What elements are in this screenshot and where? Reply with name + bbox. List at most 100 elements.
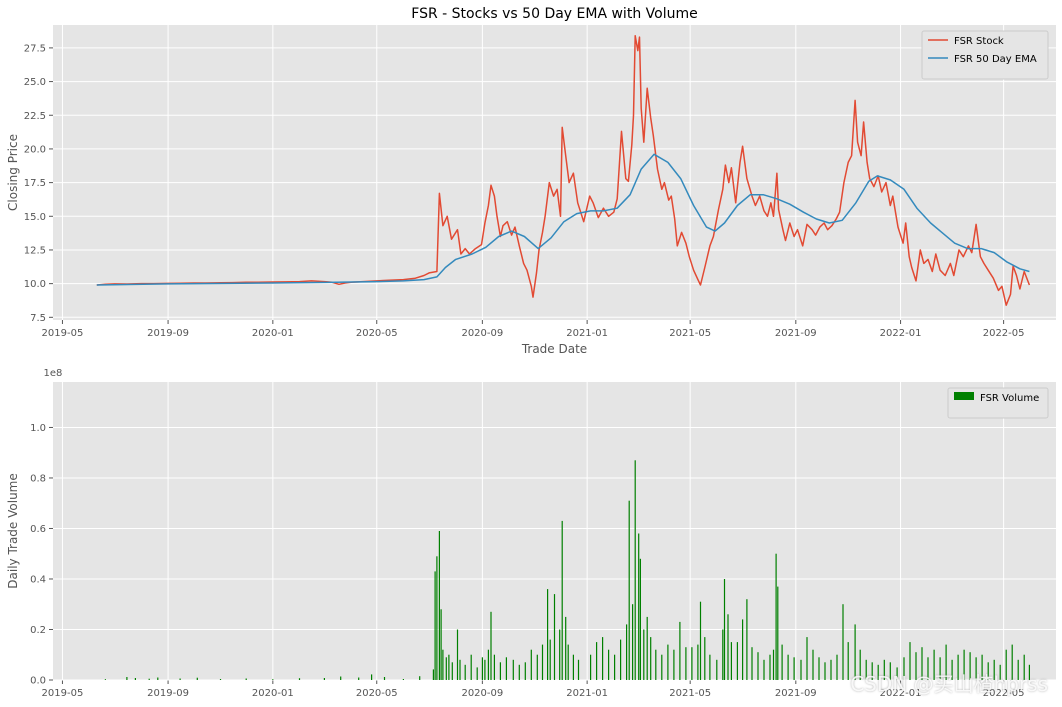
- volume-bar: [691, 647, 693, 680]
- volume-bar: [512, 659, 514, 680]
- volume-bar: [812, 649, 814, 680]
- volume-bar: [490, 611, 492, 680]
- volume-bar: [219, 679, 222, 680]
- volume-bar: [638, 533, 640, 680]
- volume-bar: [456, 629, 459, 680]
- volume-bar: [602, 637, 604, 680]
- volume-bar: [969, 652, 971, 680]
- x-tick-label: 2020-01: [252, 328, 294, 339]
- x-tick-label: 2019-05: [42, 688, 84, 699]
- volume-bar: [402, 679, 404, 680]
- volume-bar: [157, 677, 159, 680]
- volume-bar: [650, 637, 652, 680]
- x-tick-label: 2022-01: [880, 328, 922, 339]
- volume-bar: [445, 657, 447, 680]
- volume-bar: [484, 659, 486, 680]
- volume-bar: [628, 500, 630, 680]
- y-tick-label: 22.5: [24, 111, 46, 122]
- y-axis-label: Daily Trade Volume: [6, 473, 20, 588]
- x-tick-label: 2019-09: [147, 328, 189, 339]
- legend-swatch: [954, 392, 974, 400]
- volume-bar: [957, 654, 959, 680]
- volume-bar: [704, 637, 706, 680]
- volume-bar: [722, 629, 724, 680]
- volume-bar: [769, 654, 771, 680]
- volume-bar: [999, 664, 1001, 680]
- y-tick-label: 0.4: [30, 574, 46, 585]
- volume-bar: [921, 647, 923, 680]
- volume-bar: [806, 637, 808, 680]
- volume-bar: [245, 678, 247, 680]
- volume-bar: [685, 647, 687, 680]
- volume-bar: [772, 649, 775, 680]
- volume-bar: [499, 662, 501, 680]
- x-tick-label: 2022-01: [880, 688, 922, 699]
- volume-bar: [763, 659, 765, 680]
- volume-bar: [432, 669, 434, 680]
- volume-bar: [818, 657, 820, 680]
- volume-bar: [451, 662, 453, 680]
- volume-bar: [436, 556, 438, 680]
- volume-bar: [442, 649, 444, 680]
- x-axis-label: Trade Date: [521, 342, 587, 356]
- volume-bar: [440, 609, 442, 680]
- volume-bar: [148, 678, 150, 680]
- volume-bar: [709, 654, 711, 680]
- volume-bar: [481, 657, 483, 680]
- legend-label: FSR Stock: [954, 36, 1004, 47]
- legend-label: FSR 50 Day EMA: [954, 54, 1037, 65]
- volume-bar: [836, 654, 838, 680]
- volume-bar: [572, 654, 574, 680]
- volume-bar: [963, 649, 965, 680]
- volume-bar: [830, 659, 832, 680]
- x-tick-label: 2021-05: [669, 688, 711, 699]
- volume-bar: [877, 664, 879, 680]
- volume-bar: [104, 679, 106, 680]
- volume-bar: [667, 644, 669, 680]
- x-tick-label: 2022-05: [983, 688, 1025, 699]
- volume-bar: [1005, 649, 1007, 680]
- volume-bar: [179, 678, 181, 680]
- x-tick-label: 2019-09: [147, 688, 189, 699]
- volume-bar: [699, 601, 702, 680]
- volume-bar: [448, 654, 450, 680]
- volume-bar: [939, 657, 941, 680]
- volume-bar: [371, 674, 373, 680]
- volume-bar: [915, 652, 917, 680]
- volume-bar: [541, 644, 544, 680]
- volume-bar: [909, 642, 911, 680]
- x-tick-label: 2021-01: [566, 328, 608, 339]
- volume-bar: [559, 629, 561, 680]
- volume-bar: [736, 642, 738, 680]
- volume-bar: [1011, 644, 1013, 680]
- y-axis-label: Closing Price: [6, 134, 20, 211]
- volume-bar: [673, 649, 675, 680]
- volume-bar: [903, 657, 905, 680]
- volume-bar: [800, 659, 802, 680]
- legend-box: [921, 30, 1049, 80]
- volume-bar: [842, 604, 844, 680]
- volume-bar: [777, 586, 779, 680]
- volume-bar: [1017, 659, 1019, 680]
- volume-bar: [727, 614, 729, 680]
- y-tick-label: 27.5: [24, 43, 46, 54]
- volume-bar: [646, 616, 648, 680]
- volume-bar: [933, 649, 935, 680]
- volume-bar: [470, 654, 472, 680]
- y-tick-label: 10.0: [24, 279, 46, 290]
- series-line-fsr-50-day-ema: [96, 153, 1030, 286]
- volume-bar: [547, 589, 549, 680]
- series-line-fsr-stock: [96, 35, 1031, 306]
- volume-bar: [679, 621, 681, 680]
- y-tick-label: 25.0: [24, 77, 46, 88]
- volume-bar: [993, 659, 995, 680]
- x-tick-label: 2019-05: [42, 328, 84, 339]
- volume-bar: [730, 642, 732, 680]
- volume-bar: [567, 644, 569, 680]
- volume-bar: [847, 642, 849, 680]
- volume-bar: [530, 649, 532, 680]
- volume-bar: [793, 657, 795, 680]
- volume-bar: [975, 657, 977, 680]
- volume-bar: [655, 649, 657, 680]
- volume-bar: [787, 654, 789, 680]
